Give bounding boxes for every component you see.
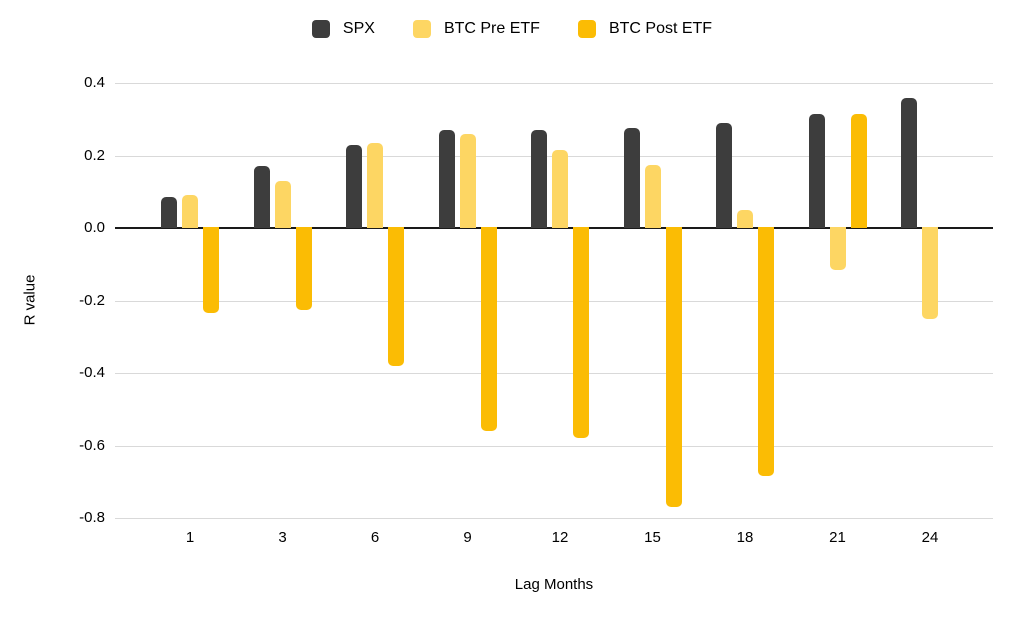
x-tick-label: 1 [185,529,195,546]
legend-item-btc-post-etf: BTC Post ETF [577,20,713,38]
bar-btc-post-etf-lag-21 [850,113,867,228]
bar-btc-pre-etf-lag-6 [367,142,383,228]
y-tick-label: 0.2 [84,146,105,164]
bar-btc-pre-etf-lag-18 [737,209,753,228]
bar-btc-post-etf-lag-6 [388,227,404,366]
y-tick-label: 0.4 [84,74,105,91]
gridline [115,300,993,302]
bar-spx-lag-3 [253,166,270,228]
bar-spx-lag-9 [438,130,455,228]
bar-btc-post-etf-lag-18 [758,227,774,477]
bar-btc-post-etf-lag-15 [665,227,682,508]
x-tick-label: 21 [829,529,846,546]
x-tick-label: 6 [370,529,380,546]
gridline [115,518,993,519]
legend-label-spx: SPX [342,20,375,37]
legend-swatch-btc-pre-etf-icon [412,20,431,38]
bar-btc-post-etf-lag-9 [480,227,497,431]
x-tick-label: 3 [278,529,287,546]
legend-swatch-spx-icon [311,20,330,38]
plot-area [115,83,993,519]
gridline [115,83,993,84]
y-tick-label: -0.6 [79,436,105,454]
x-tick-label: 12 [551,529,569,546]
legend-label-btc-pre-etf: BTC Pre ETF [443,20,540,37]
legend-swatch-btc-post-etf-icon [577,20,596,38]
bar-btc-pre-etf-lag-24 [922,227,938,319]
legend-item-btc-pre-etf: BTC Pre ETF [412,20,540,38]
x-tick-label: 9 [463,529,472,546]
y-tick-label: -0.8 [79,509,105,526]
x-tick-label: 24 [921,529,939,546]
y-tick-label: -0.4 [79,364,105,381]
bar-spx-lag-15 [623,128,640,228]
bar-btc-post-etf-lag-12 [573,227,589,439]
y-tick-label: -0.2 [79,291,105,309]
x-tick-label: 18 [736,529,754,546]
legend-item-spx: SPX [311,20,375,38]
bar-btc-pre-etf-lag-15 [644,164,661,228]
bar-btc-pre-etf-lag-21 [829,227,846,270]
bar-spx-lag-1 [161,197,177,228]
bar-spx-lag-12 [531,130,547,228]
bar-spx-lag-21 [808,113,825,228]
bar-btc-pre-etf-lag-3 [274,180,291,228]
bar-btc-pre-etf-lag-9 [459,133,476,228]
bar-spx-lag-6 [346,144,362,228]
bar-btc-pre-etf-lag-1 [182,195,198,228]
bar-btc-pre-etf-lag-12 [552,150,568,228]
bar-btc-post-etf-lag-1 [203,227,219,314]
bar-spx-lag-24 [901,97,917,228]
gridline [115,445,993,447]
zero-axis-line [115,227,993,229]
bar-btc-post-etf-lag-3 [295,227,312,310]
bar-spx-lag-18 [716,122,732,228]
x-axis-title: Lag Months [514,576,594,593]
gridline [115,373,993,374]
y-axis-title: R value [21,274,39,326]
legend-label-btc-post-etf: BTC Post ETF [608,20,713,37]
y-tick-label: 0.0 [84,219,105,236]
chart-legend: SPX BTC Pre ETF BTC Post ETF [0,20,1024,38]
x-tick-label: 15 [644,529,661,546]
